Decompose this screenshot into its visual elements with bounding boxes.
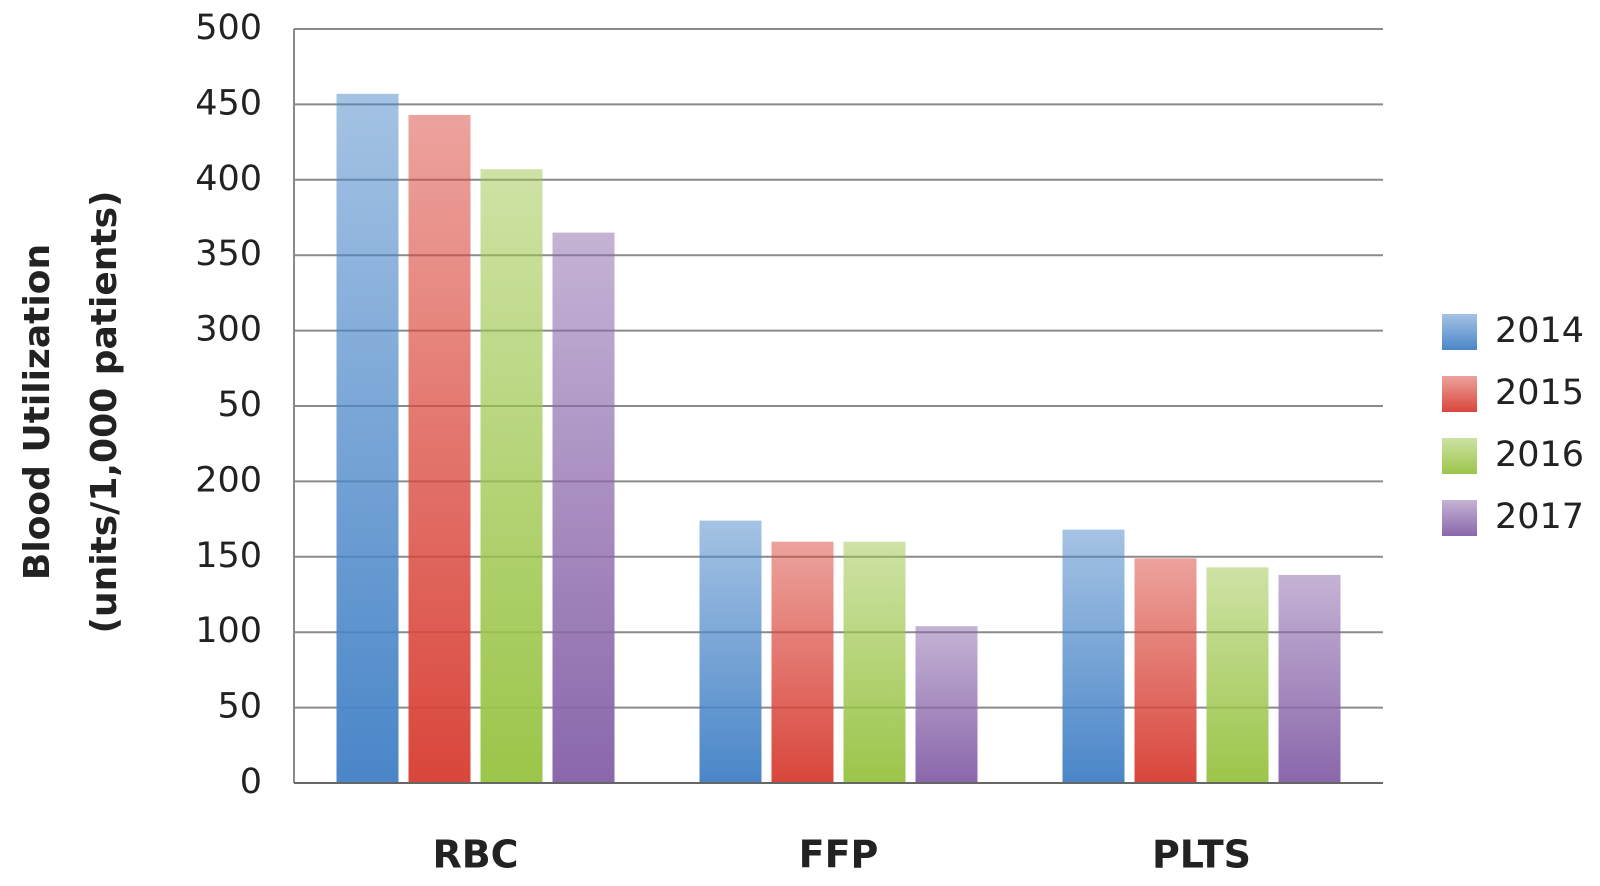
- y-tick-label: 350: [195, 234, 262, 274]
- legend-label: 2016: [1495, 435, 1584, 475]
- bar: [915, 626, 978, 783]
- x-tick-label: RBC: [432, 833, 518, 877]
- x-tick-label: FFP: [799, 833, 879, 877]
- legend-label: 2017: [1495, 497, 1584, 537]
- y-tick-label: 100: [195, 611, 262, 651]
- legend-label: 2015: [1495, 373, 1584, 413]
- y-axis-title: (units/1,000 patients): [84, 191, 125, 634]
- y-tick-label: 200: [195, 460, 262, 500]
- y-tick-label: 0: [240, 762, 262, 802]
- bar: [336, 93, 399, 784]
- legend-label: 2014: [1495, 311, 1584, 351]
- bar: [480, 169, 543, 783]
- y-tick-label: 50: [217, 385, 262, 425]
- bar: [1278, 574, 1341, 783]
- bar: [699, 520, 762, 783]
- legend-swatch: [1442, 500, 1477, 536]
- bar: [771, 541, 834, 783]
- y-tick-label: 50: [217, 687, 262, 727]
- bar: [552, 232, 615, 783]
- y-tick-label: 450: [195, 83, 262, 123]
- bar: [843, 541, 906, 783]
- bar: [1062, 529, 1125, 783]
- y-axis-title-line: (units/1,000 patients): [84, 191, 125, 634]
- y-axis-title: Blood Utilization: [17, 244, 58, 580]
- legend-swatch: [1442, 376, 1477, 412]
- x-tick-label: PLTS: [1152, 833, 1251, 877]
- y-tick-label: 500: [195, 8, 262, 48]
- y-tick-label: 150: [195, 536, 262, 576]
- bar: [1134, 558, 1197, 783]
- y-tick-label: 400: [195, 159, 262, 199]
- y-tick-label: 300: [195, 310, 262, 350]
- legend-swatch: [1442, 314, 1477, 350]
- legend-swatch: [1442, 438, 1477, 474]
- bar: [408, 114, 471, 784]
- y-axis-title-line: Blood Utilization: [17, 244, 58, 580]
- bar: [1206, 567, 1269, 783]
